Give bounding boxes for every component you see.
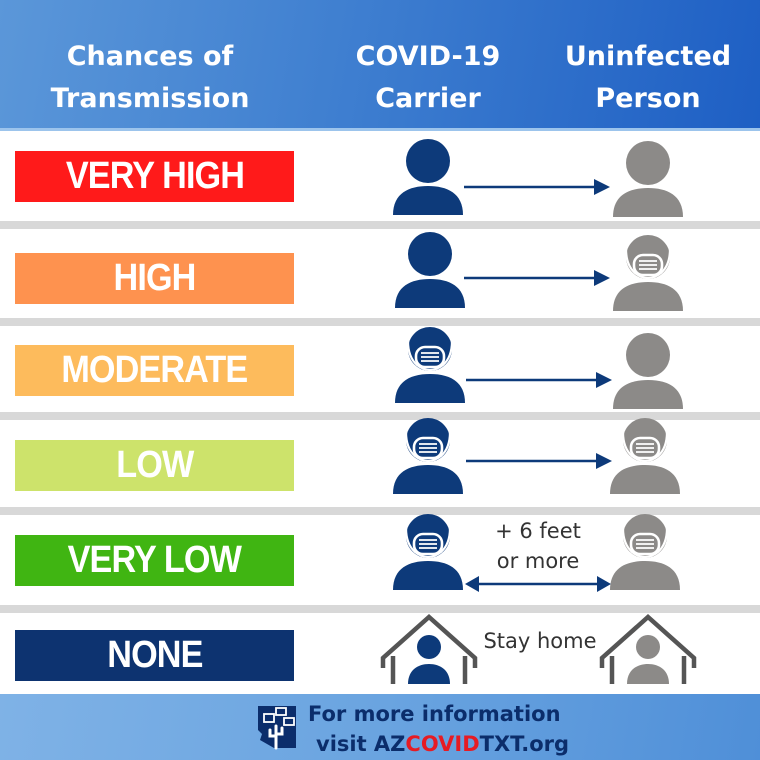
column-header-chances: Chances of Transmission <box>18 36 282 120</box>
url-highlight: COVID <box>405 732 480 756</box>
row-divider <box>0 507 760 515</box>
note-text: or more <box>496 549 580 573</box>
header-text: Transmission <box>50 83 250 114</box>
risk-badge-very-low: VERY LOW <box>15 535 294 586</box>
row-divider <box>0 412 760 420</box>
arrow-right-icon <box>464 270 610 286</box>
stay-home-note: Stay home <box>483 629 597 653</box>
header-text: COVID-19 <box>355 41 501 72</box>
risk-label: LOW <box>115 444 194 486</box>
arrow-right-icon <box>466 372 612 388</box>
header-border <box>0 128 760 131</box>
footer-website-link[interactable]: visit AZCOVIDTXT.org <box>308 729 588 759</box>
column-header-uninfected: Uninfected Person <box>548 36 748 120</box>
footer-line1: For more information <box>308 702 561 726</box>
risk-label: NONE <box>106 634 203 676</box>
risk-badge-high: HIGH <box>15 253 294 304</box>
header-text: Chances of <box>66 41 234 72</box>
carrier-house-icon <box>380 613 478 684</box>
column-header-carrier: COVID-19 Carrier <box>328 36 528 120</box>
row-divider <box>0 221 760 229</box>
uninfected-masked-person-icon <box>610 514 680 590</box>
risk-badge-low: LOW <box>15 440 294 491</box>
risk-badge-very-high: VERY HIGH <box>15 151 294 202</box>
url-prefix: visit AZ <box>316 732 406 756</box>
carrier-masked-person-icon <box>393 418 463 494</box>
risk-badge-none: NONE <box>15 630 294 681</box>
risk-badge-moderate: MODERATE <box>15 345 294 396</box>
uninfected-person-icon <box>613 141 683 217</box>
double-arrow-icon <box>465 576 611 592</box>
distance-note: + 6 feet or more <box>470 516 606 576</box>
footer-info-text: For more information visit AZCOVIDTXT.or… <box>308 699 588 759</box>
arrow-right-icon <box>466 453 612 469</box>
arrow-right-icon <box>464 179 610 195</box>
risk-label: MODERATE <box>61 349 249 391</box>
uninfected-person-icon <box>613 333 683 409</box>
risk-label: VERY LOW <box>67 539 242 581</box>
row-divider <box>0 605 760 613</box>
uninfected-masked-person-icon <box>613 235 683 311</box>
carrier-masked-person-icon <box>395 327 465 403</box>
footer-band <box>0 694 760 760</box>
header-text: Carrier <box>375 83 481 114</box>
risk-label: HIGH <box>113 257 197 299</box>
header-text: Uninfected <box>564 41 732 72</box>
carrier-masked-person-icon <box>393 514 463 590</box>
arizona-cactus-chat-icon <box>258 706 296 750</box>
carrier-person-icon <box>395 232 465 308</box>
carrier-person-icon <box>393 139 463 215</box>
risk-label: VERY HIGH <box>65 155 244 197</box>
uninfected-house-icon <box>599 613 697 684</box>
header-band: Chances of Transmission COVID-19 Carrier… <box>0 0 760 128</box>
row-divider <box>0 318 760 326</box>
header-text: Person <box>595 83 701 114</box>
note-text: + 6 feet <box>495 519 581 543</box>
url-suffix: TXT.org <box>479 732 570 756</box>
uninfected-masked-person-icon <box>610 418 680 494</box>
